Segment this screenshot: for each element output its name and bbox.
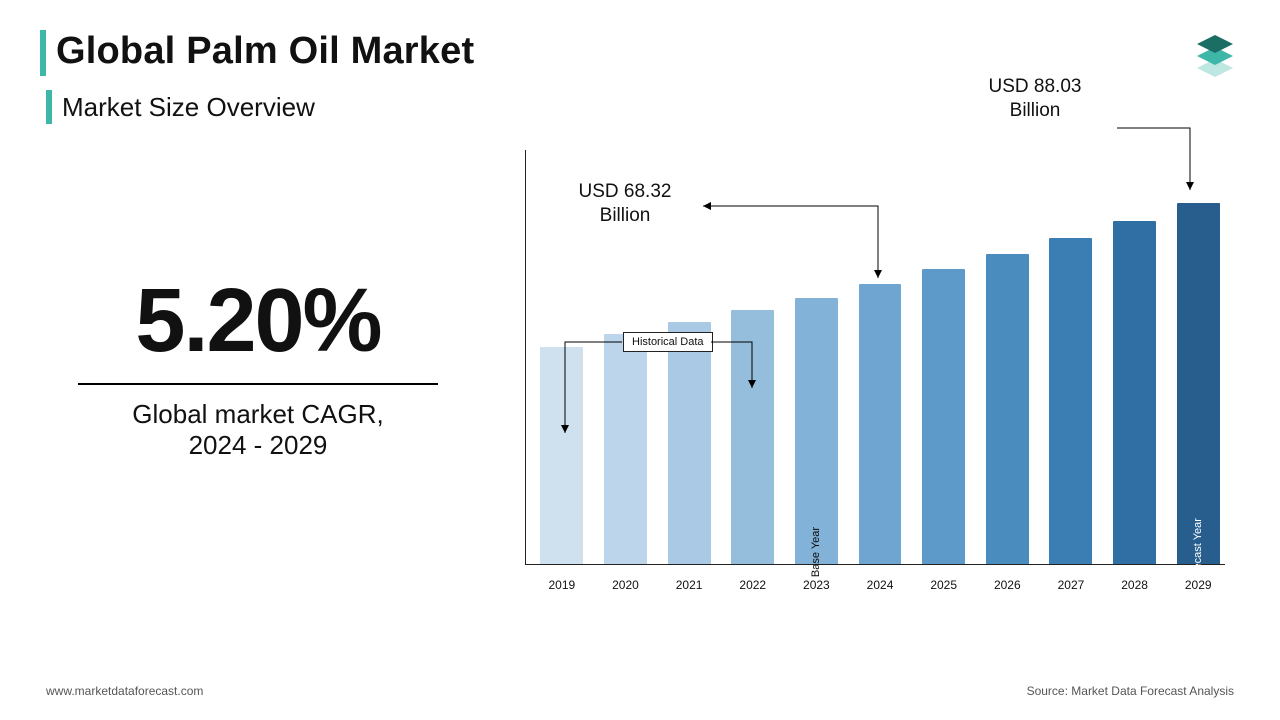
historical-data-label: Historical Data [623, 332, 713, 352]
chart-xticks-container: 2019 2020 2021 2022 2023 2024 2025 2026 2027 2028… [535, 578, 1225, 592]
bar-col-2023: Base Year [790, 298, 844, 565]
callout-2029: USD 88.03 Billion [955, 75, 1115, 123]
bar-col-2025 [917, 269, 971, 564]
bar-col-2027 [1044, 238, 1098, 564]
bar-2029: Forecast Year [1177, 203, 1220, 564]
cagr-caption-2: 2024 - 2029 [48, 430, 468, 461]
callout-2029-line2: Billion [955, 99, 1115, 123]
bar-2019 [540, 347, 583, 564]
xtick-2022: 2022 [726, 578, 780, 592]
callout-2029-line1: USD 88.03 [955, 75, 1115, 99]
bar-2026 [986, 254, 1029, 564]
xtick-2020: 2020 [599, 578, 653, 592]
bar-col-2022 [726, 310, 780, 564]
chart-x-axis [525, 564, 1225, 565]
bar-2028 [1113, 221, 1156, 564]
bar-2024 [859, 284, 902, 564]
xtick-2027: 2027 [1044, 578, 1098, 592]
bar-annotation-2023: Base Year [810, 527, 822, 577]
bar-2021 [668, 322, 711, 564]
cagr-divider [78, 383, 438, 385]
xtick-2026: 2026 [980, 578, 1034, 592]
xtick-2028: 2028 [1108, 578, 1162, 592]
bar-2025 [922, 269, 965, 564]
bar-col-2021 [662, 322, 716, 564]
xtick-2025: 2025 [917, 578, 971, 592]
xtick-2029: 2029 [1171, 578, 1225, 592]
bar-col-2024 [853, 284, 907, 564]
bar-annotation-2029: Forecast Year [1192, 518, 1204, 586]
xtick-2023: 2023 [790, 578, 844, 592]
xtick-2021: 2021 [662, 578, 716, 592]
cagr-caption-1: Global market CAGR, [48, 399, 468, 430]
bar-col-2026 [980, 254, 1034, 564]
footer-url: www.marketdataforecast.com [46, 684, 203, 698]
callout-2024: USD 68.32 Billion [550, 180, 700, 228]
footer-source: Source: Market Data Forecast Analysis [1027, 684, 1234, 698]
page-subtitle: Market Size Overview [62, 92, 315, 123]
xtick-2019: 2019 [535, 578, 589, 592]
xtick-2024: 2024 [853, 578, 907, 592]
bar-col-2028 [1108, 221, 1162, 564]
brand-logo-icon [1185, 25, 1245, 85]
bar-2020 [604, 334, 647, 564]
bar-col-2019 [535, 347, 589, 564]
callout-2024-line2: Billion [550, 204, 700, 228]
bar-2023: Base Year [795, 298, 838, 565]
chart-y-axis [525, 150, 526, 565]
page-title: Global Palm Oil Market [56, 30, 474, 73]
bar-2027 [1049, 238, 1092, 564]
cagr-block: 5.20% Global market CAGR, 2024 - 2029 [48, 270, 468, 461]
market-size-bar-chart: Base YearForecast Year 20192020202120222… [525, 150, 1225, 620]
title-accent [40, 30, 46, 76]
callout-2024-line1: USD 68.32 [550, 180, 700, 204]
bar-col-2020 [599, 334, 653, 564]
cagr-value: 5.20% [48, 270, 468, 373]
bar-col-2029: Forecast Year [1171, 203, 1225, 564]
subtitle-accent [46, 90, 52, 124]
bar-2022 [731, 310, 774, 564]
